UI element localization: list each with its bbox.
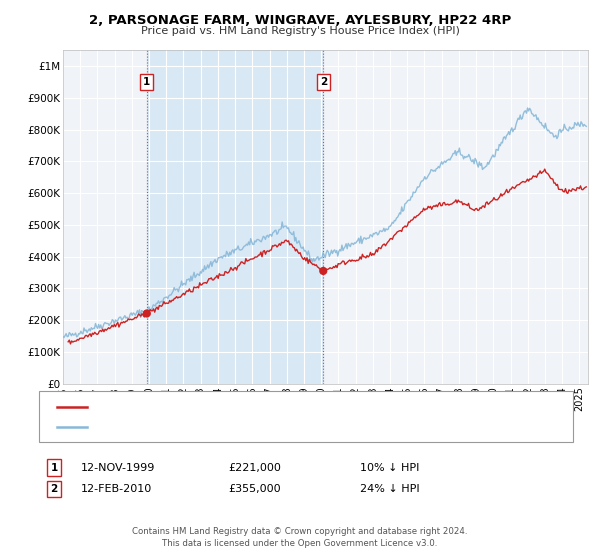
- Bar: [147, 50, 323, 384]
- Text: 1: 1: [50, 463, 58, 473]
- Text: Contains HM Land Registry data © Crown copyright and database right 2024.: Contains HM Land Registry data © Crown c…: [132, 528, 468, 536]
- Text: 2: 2: [320, 77, 327, 87]
- Point: [142, 309, 152, 318]
- Text: 2: 2: [50, 484, 58, 494]
- Text: 1: 1: [143, 77, 151, 87]
- Text: £221,000: £221,000: [228, 463, 281, 473]
- Text: HPI: Average price, detached house, Buckinghamshire: HPI: Average price, detached house, Buck…: [96, 422, 367, 432]
- Text: 2, PARSONAGE FARM, WINGRAVE, AYLESBURY, HP22 4RP: 2, PARSONAGE FARM, WINGRAVE, AYLESBURY, …: [89, 14, 511, 27]
- Text: £355,000: £355,000: [228, 484, 281, 494]
- Point: [319, 267, 328, 276]
- Text: 10% ↓ HPI: 10% ↓ HPI: [360, 463, 419, 473]
- Text: Price paid vs. HM Land Registry's House Price Index (HPI): Price paid vs. HM Land Registry's House …: [140, 26, 460, 36]
- Text: This data is licensed under the Open Government Licence v3.0.: This data is licensed under the Open Gov…: [163, 539, 437, 548]
- Text: 12-FEB-2010: 12-FEB-2010: [81, 484, 152, 494]
- Text: 24% ↓ HPI: 24% ↓ HPI: [360, 484, 419, 494]
- Text: 2, PARSONAGE FARM, WINGRAVE, AYLESBURY, HP22 4RP (detached house): 2, PARSONAGE FARM, WINGRAVE, AYLESBURY, …: [96, 402, 469, 412]
- Text: 12-NOV-1999: 12-NOV-1999: [81, 463, 155, 473]
